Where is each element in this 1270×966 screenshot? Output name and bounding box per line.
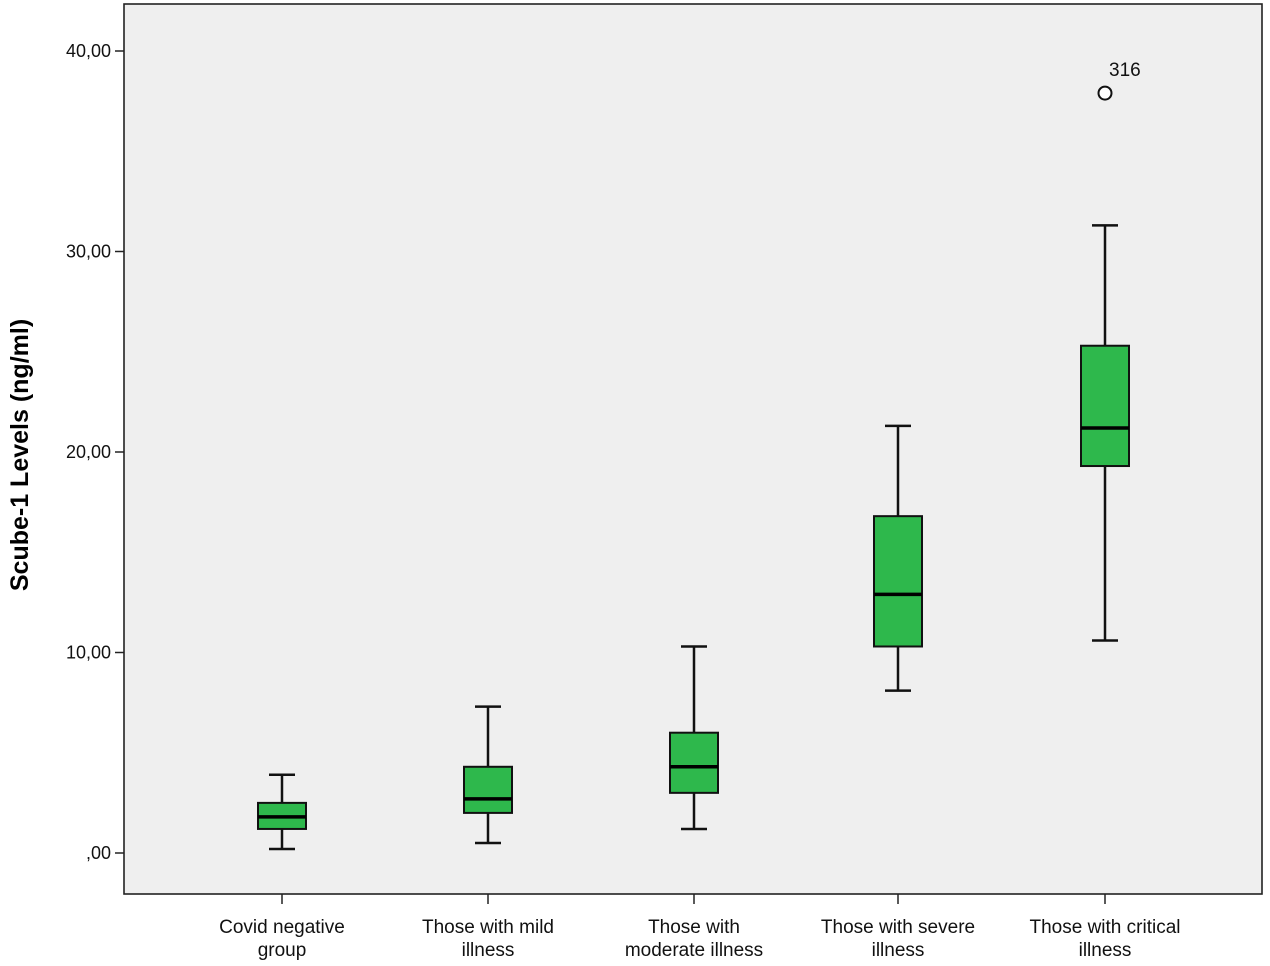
y-tick-label: 20,00 bbox=[66, 442, 111, 462]
y-tick-label: 10,00 bbox=[66, 643, 111, 663]
y-tick-label: 40,00 bbox=[66, 41, 111, 61]
outlier-point bbox=[1097, 85, 1113, 101]
y-tick-label: ,00 bbox=[86, 843, 111, 863]
x-category-label: Covid negative bbox=[219, 917, 345, 938]
x-category-label: illness bbox=[872, 940, 925, 961]
y-axis-title: Scube-1 Levels (ng/ml) bbox=[6, 319, 34, 591]
x-category-label: Those with severe bbox=[821, 917, 975, 938]
y-tick-label: 30,00 bbox=[66, 242, 111, 262]
box-group bbox=[873, 424, 923, 692]
x-category-label: Those with critical bbox=[1030, 917, 1181, 938]
iqr-box bbox=[873, 515, 923, 648]
box-group bbox=[463, 705, 513, 845]
iqr-box bbox=[1080, 344, 1130, 468]
iqr-box bbox=[669, 731, 719, 794]
x-category-label: group bbox=[258, 940, 307, 961]
box-series: 316 bbox=[257, 60, 1141, 851]
y-axis: ,00 10,00 20,00 30,00 40,00 bbox=[66, 41, 124, 863]
x-category-label: illness bbox=[1079, 940, 1132, 961]
x-category-label: Those with bbox=[648, 917, 740, 938]
iqr-box bbox=[463, 765, 513, 814]
box-group: 316 bbox=[1080, 60, 1141, 642]
x-category-label: illness bbox=[462, 940, 515, 961]
x-category-label: moderate illness bbox=[625, 940, 763, 961]
box-group bbox=[257, 773, 307, 851]
box-group bbox=[669, 645, 719, 831]
outlier-label: 316 bbox=[1109, 60, 1141, 81]
x-category-label: Those with mild bbox=[422, 917, 554, 938]
